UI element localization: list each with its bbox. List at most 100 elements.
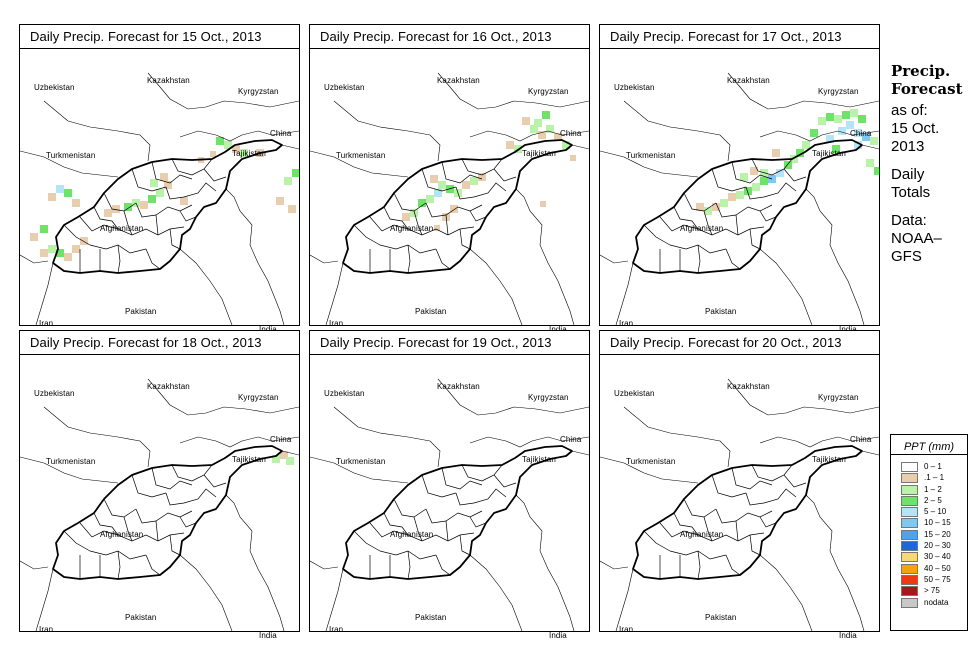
province-border [441,161,483,184]
map-label-turkmenistan: Turkmenistan [336,457,386,466]
panel-title: Daily Precip. Forecast for 15 Oct., 2013 [20,25,299,49]
province-border [697,244,701,274]
province-border [151,467,193,490]
afghanistan-border [342,445,573,580]
precip-cell [530,125,538,133]
country-border [333,406,441,468]
province-border [135,508,193,524]
precip-cell [104,209,112,217]
precip-cell [562,141,570,149]
province-border [393,498,427,518]
sidebar-title-line: Precip. [891,62,951,80]
totals-label: Totals [891,184,931,201]
country-border [437,378,589,416]
legend-item: nodata [891,597,967,608]
province-border [715,202,773,218]
map-label-afghanistan: Afghanistan [390,530,434,539]
province-border [421,168,457,192]
province-border [703,210,713,236]
precip-map: Uzbekistan Kazakhstan Kyrgyzstan Turkmenist… [310,355,589,640]
panel-title: Daily Precip. Forecast for 20 Oct., 2013 [600,331,879,355]
map-label-india: India [839,631,857,640]
map-label-turkmenistan: Turkmenistan [626,151,676,160]
province-border [643,224,671,246]
precip-cell [874,167,879,175]
precip-cell [284,177,292,185]
province-border [413,516,423,542]
precip-cell [160,173,168,181]
panel-title: Daily Precip. Forecast for 18 Oct., 2013 [20,331,299,355]
precip-cell [280,451,288,459]
precip-cell [546,125,554,133]
country-border [43,406,151,468]
precip-cell [538,131,546,139]
legend-label: 30 – 40 [924,552,951,562]
country-border [179,248,233,325]
data-source-line: NOAA– [891,230,942,247]
precip-cell [772,149,780,157]
legend-title: PPT (mm) [891,435,967,455]
precip-cell [112,205,120,213]
legend-item: 0 – 1 [891,461,967,472]
country-border [515,494,575,631]
province-border [735,520,739,542]
province-border [493,168,517,182]
country-border [20,456,119,484]
country-border [310,150,409,178]
province-border [493,474,517,488]
legend-swatch [901,495,918,506]
province-border [407,244,411,274]
forecast-panel-oct-20: Daily Precip. Forecast for 20 Oct., 2013… [599,330,880,640]
map-label-kyrgyzstan: Kyrgyzstan [238,393,279,402]
map-label-kyrgyzstan: Kyrgyzstan [528,87,569,96]
precip-cell [542,111,550,119]
precip-cell [48,245,56,253]
legend-swatch [901,484,918,495]
province-border [63,224,91,246]
precip-cell [826,113,834,121]
province-border [203,474,227,488]
province-border [745,182,797,200]
precip-cell [434,225,440,231]
precip-cell [140,201,148,209]
legend-swatch [901,574,918,585]
as-of-day: 15 Oct. [891,120,940,137]
country-border [861,450,879,456]
map-label-turkmenistan: Turkmenistan [336,151,386,160]
map-label-china: China [270,435,292,444]
legend-item: 5 – 10 [891,506,967,518]
panel-title: Daily Precip. Forecast for 17 Oct., 2013 [600,25,879,49]
map-label-kyrgyzstan: Kyrgyzstan [818,87,859,96]
country-border [600,456,699,484]
legend-item: 30 – 40 [891,551,967,563]
precip-cell [402,213,410,221]
province-border [703,516,713,542]
map-label-tajikistan: Tajikistan [232,455,266,464]
map-label-afghanistan: Afghanistan [680,224,724,233]
country-border [179,554,233,631]
country-border [179,130,299,142]
daily-label: Daily [891,166,925,183]
province-border [725,554,741,576]
precip-cell [522,117,530,125]
province-border [369,216,409,232]
legend-item: 10 – 15 [891,517,967,529]
afghanistan-border [632,139,863,274]
country-border [805,188,865,325]
precip-cell [712,203,720,211]
precip-cell [72,245,80,253]
map-label-china: China [560,435,582,444]
legend-item: 2 – 5 [891,495,967,506]
country-border [310,560,339,570]
province-border [421,474,457,498]
precip-cell [506,141,514,149]
map-label-iran: Iran [619,625,634,634]
country-border [225,494,285,631]
legend-swatch [901,586,918,597]
map-label-turkmenistan: Turkmenistan [46,151,96,160]
as-of-label: as of: [891,102,928,119]
precip-cell [854,129,862,137]
precip-cell [286,457,294,465]
province-border [711,168,747,192]
province-border [783,474,807,488]
